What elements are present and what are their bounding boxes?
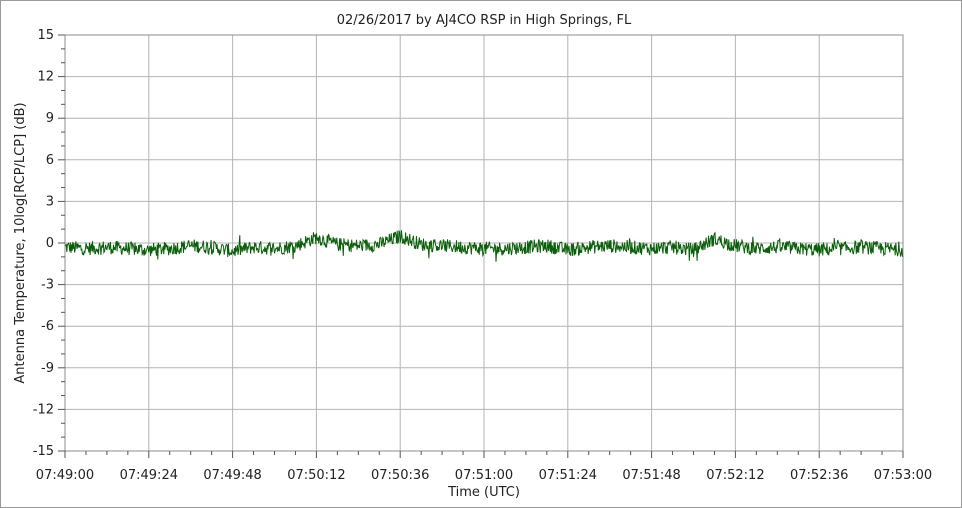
y-tick-label: 9: [46, 111, 54, 126]
x-tick-label: 07:51:48: [622, 468, 680, 483]
x-tick-label: 07:52:36: [790, 468, 848, 483]
y-tick-label: 3: [46, 194, 54, 209]
y-axis-label: Antenna Temperature, 10log[RCP/LCP] (dB): [13, 102, 28, 383]
x-tick-label: 07:49:48: [203, 468, 261, 483]
y-tick-label: -12: [33, 402, 54, 417]
y-tick-label: 6: [46, 153, 54, 168]
x-tick-label: 07:50:12: [287, 468, 345, 483]
y-tick-label: -3: [41, 278, 54, 293]
x-tick-label: 07:49:00: [36, 468, 94, 483]
x-tick-label: 07:50:36: [371, 468, 429, 483]
y-tick-label: 15: [37, 28, 54, 43]
y-tick-label: -6: [41, 319, 54, 334]
y-tick-labels: 15 12 9 6 3 0 -3 -6 -9 -12 -15: [33, 28, 54, 459]
chart-title: 02/26/2017 by AJ4CO RSP in High Springs,…: [337, 13, 632, 28]
series-line: [64, 229, 904, 262]
x-tick-label: 07:53:00: [874, 468, 932, 483]
x-tick-labels: 07:49:00 07:49:24 07:49:48 07:50:12 07:50:36…: [36, 468, 932, 483]
x-tick-label: 07:52:12: [706, 468, 764, 483]
y-tick-label: 0: [46, 236, 54, 251]
y-tick-label: 12: [37, 70, 54, 85]
axis-ticks: [58, 34, 904, 458]
x-tick-label: 07:49:24: [120, 468, 178, 483]
x-axis-label: Time (UTC): [447, 485, 520, 500]
y-tick-label: -15: [33, 444, 54, 459]
x-tick-label: 07:51:24: [539, 468, 597, 483]
y-tick-label: -9: [41, 361, 54, 376]
x-tick-label: 07:51:00: [455, 468, 513, 483]
